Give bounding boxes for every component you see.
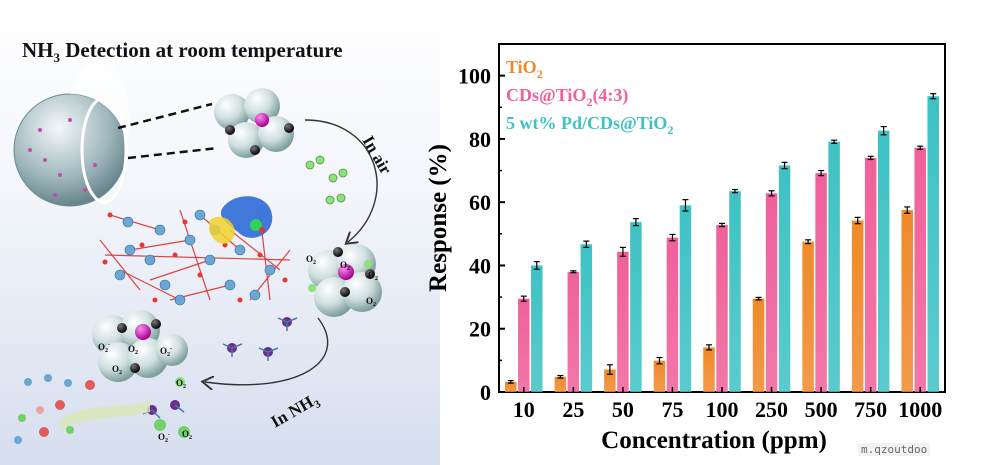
bar-chart: 0 20 40 60 80 100 10 25 50 75 100 250 500 750 1000 Ti… — [425, 43, 946, 454]
y-tick-label: 100 — [458, 64, 491, 89]
bar — [630, 222, 642, 392]
x-tick-label: 50 — [612, 397, 634, 422]
arrow-in-nh3 — [205, 317, 329, 385]
bars — [505, 96, 939, 392]
legend: TiO2 CDs@TiO2(4:3) 5 wt% Pd/CDs@TiO2 — [506, 57, 673, 137]
bar — [864, 157, 877, 392]
bar — [567, 271, 580, 392]
bar — [531, 265, 543, 392]
bar — [505, 381, 517, 392]
title-rest: Detection at room temperature — [60, 38, 343, 62]
x-tick-label: 25 — [562, 397, 584, 422]
bar — [765, 193, 778, 392]
x-tick-label: 1000 — [898, 397, 942, 422]
title-subscript: 3 — [53, 50, 61, 66]
watermark: m.qzoutdoo — [858, 443, 931, 456]
bar — [580, 244, 593, 392]
oxygen-label: O2 — [306, 254, 316, 266]
page-title: NH3 Detection at room temperature — [22, 38, 343, 66]
bar — [752, 298, 765, 392]
oxygen-label: O2 — [368, 270, 378, 282]
x-axis-label: Concentration (ppm) — [601, 427, 827, 454]
bar — [828, 141, 840, 392]
arrow-in-air — [304, 119, 378, 242]
y-tick-label: 60 — [469, 190, 491, 215]
crystal-lattice — [99, 196, 291, 306]
oxygen-label: O2 — [340, 260, 350, 272]
oxygen-label: O2- — [158, 432, 170, 444]
bar — [927, 96, 939, 392]
legend-entry: 5 wt% Pd/CDs@TiO2 — [506, 113, 673, 137]
bar — [716, 224, 728, 392]
bar — [901, 210, 913, 392]
x-tick-label: 250 — [755, 397, 788, 422]
x-tick-label: 500 — [805, 397, 838, 422]
gas-particles — [14, 374, 190, 444]
x-tick-label: 10 — [513, 397, 535, 422]
y-tick-label: 20 — [469, 317, 491, 342]
cluster-top — [214, 88, 294, 158]
legend-entry: TiO2 — [506, 57, 543, 81]
x-tick-label: 750 — [854, 397, 887, 422]
oxygen-label: O2 — [128, 344, 138, 356]
bar — [679, 205, 692, 392]
bar — [914, 147, 926, 392]
bar — [815, 173, 827, 392]
y-axis: 0 20 40 60 80 100 — [458, 64, 505, 405]
nh3-molecules — [142, 317, 298, 419]
x-axis: 10 25 50 75 100 250 500 750 1000 — [513, 387, 942, 422]
label-in-air: In air — [359, 133, 396, 178]
bar — [554, 376, 567, 392]
bar — [518, 298, 530, 392]
bar — [851, 220, 864, 392]
y-tick-label: 80 — [469, 127, 491, 152]
bar — [653, 360, 666, 392]
zoom-line-top — [117, 102, 213, 130]
oxygen-molecules-air — [305, 155, 348, 205]
label-in-nh3: In NH3 — [268, 389, 324, 434]
bar — [617, 251, 629, 392]
illustration: In air — [13, 59, 396, 444]
y-axis-label: Response (%) — [425, 144, 452, 292]
bar — [729, 191, 741, 392]
oxygen-label: O2 — [112, 364, 122, 376]
oxygen-label: O2 — [182, 429, 192, 441]
bar — [666, 237, 679, 392]
title-prefix: NH — [22, 38, 54, 62]
zoom-line-bottom — [127, 146, 219, 160]
cluster-lower-left — [92, 310, 188, 387]
bar — [703, 347, 715, 392]
y-tick-label: 0 — [480, 380, 491, 405]
bar — [802, 241, 814, 392]
x-tick-label: 100 — [706, 397, 739, 422]
oxygen-label: O2 — [366, 296, 376, 308]
y-tick-label: 40 — [469, 253, 491, 278]
bar — [778, 165, 791, 392]
oxygen-label: O2 — [176, 378, 186, 390]
bar — [877, 130, 890, 392]
x-tick-label: 75 — [661, 397, 683, 422]
nanosphere — [13, 59, 130, 207]
error-bars — [507, 93, 937, 384]
legend-entry: CDs@TiO2(4:3) — [506, 85, 628, 109]
cluster-o2-right — [308, 244, 382, 317]
bar — [604, 369, 616, 392]
